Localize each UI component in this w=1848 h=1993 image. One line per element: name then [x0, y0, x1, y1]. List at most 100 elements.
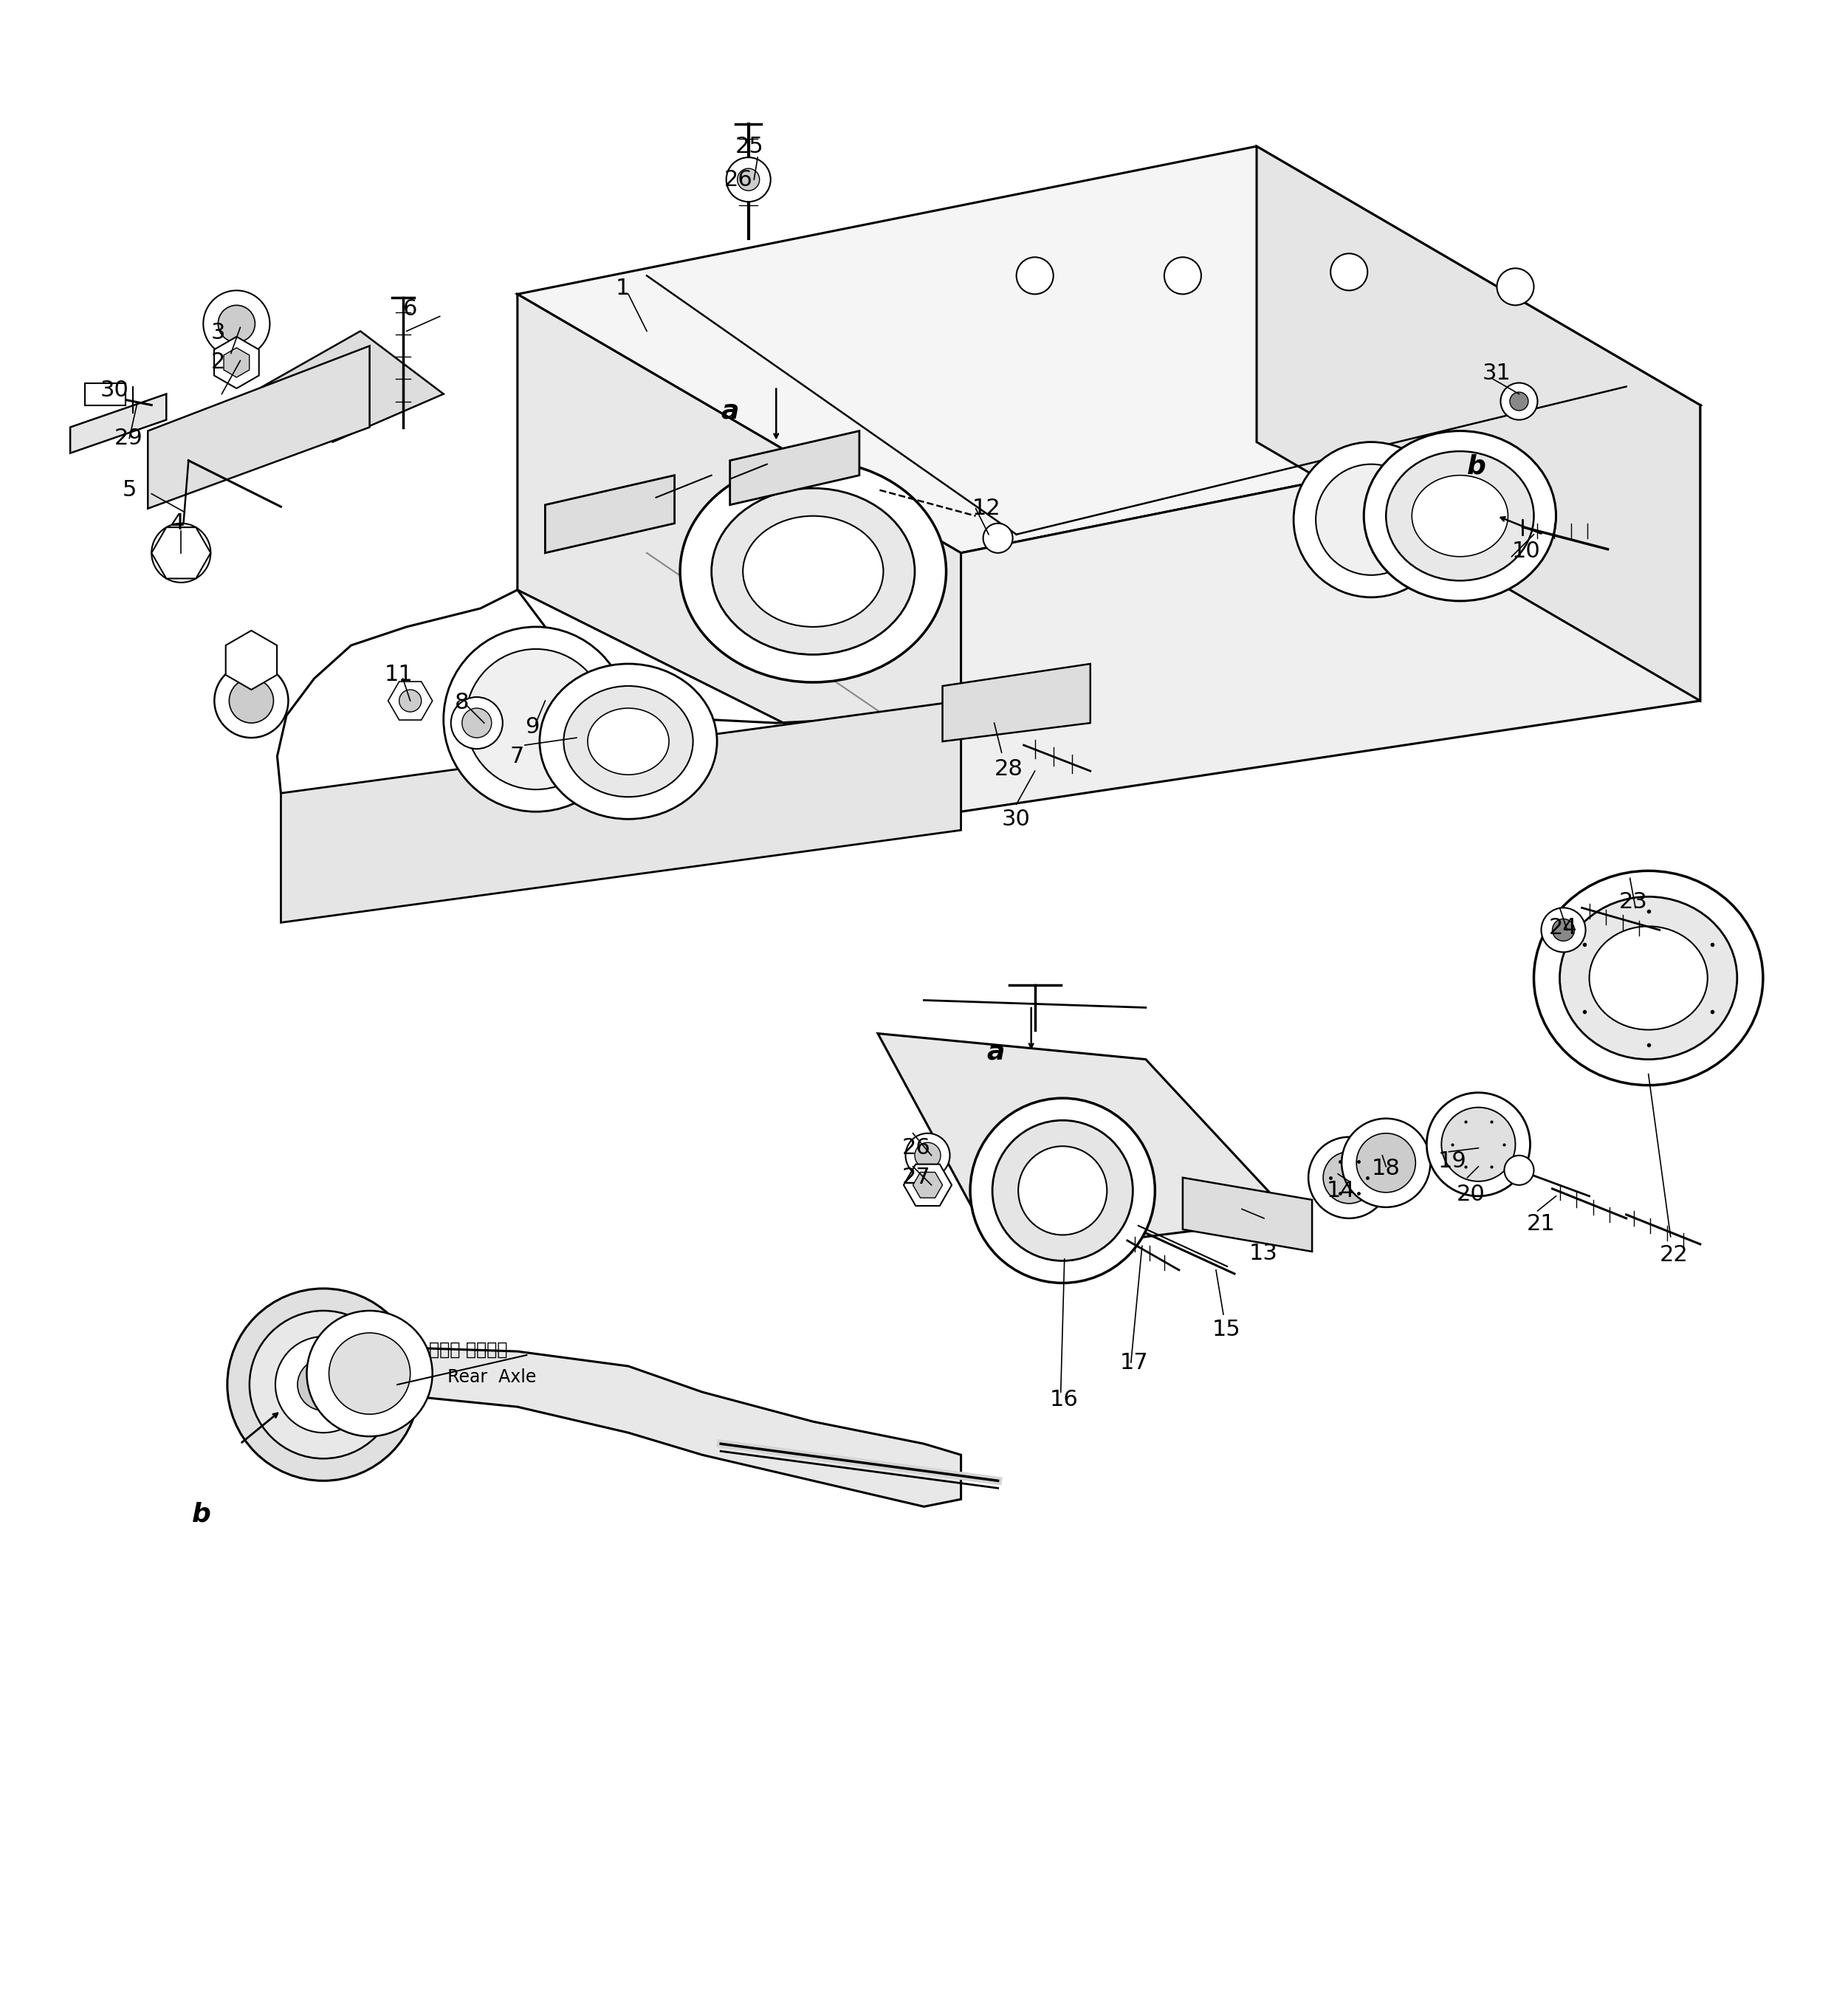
Text: 30: 30: [100, 379, 129, 401]
Circle shape: [1294, 442, 1449, 598]
Circle shape: [737, 169, 760, 191]
Polygon shape: [225, 630, 277, 690]
Polygon shape: [545, 474, 675, 552]
Text: 22: 22: [1660, 1244, 1687, 1266]
Text: 3: 3: [211, 323, 225, 343]
Text: b: b: [1467, 454, 1486, 478]
Text: 19: 19: [1438, 1150, 1465, 1172]
Polygon shape: [296, 1347, 961, 1507]
Circle shape: [1323, 1152, 1375, 1204]
Bar: [85, 383, 126, 405]
Polygon shape: [148, 347, 370, 508]
Circle shape: [1016, 257, 1053, 295]
Circle shape: [1497, 269, 1534, 305]
Circle shape: [992, 1120, 1133, 1262]
Circle shape: [298, 1359, 349, 1411]
Circle shape: [218, 305, 255, 343]
Polygon shape: [1257, 145, 1700, 702]
Circle shape: [203, 291, 270, 357]
Text: 26: 26: [902, 1138, 930, 1158]
Ellipse shape: [1386, 450, 1534, 580]
Text: 25: 25: [736, 136, 763, 157]
Text: 28: 28: [994, 759, 1024, 779]
Polygon shape: [878, 1034, 1294, 1256]
Circle shape: [1164, 257, 1201, 295]
Polygon shape: [913, 1172, 942, 1198]
Circle shape: [227, 1289, 419, 1481]
Polygon shape: [388, 682, 432, 719]
Text: a: a: [987, 1040, 1005, 1064]
Circle shape: [970, 1098, 1155, 1283]
Text: 6: 6: [403, 299, 418, 319]
Circle shape: [329, 1333, 410, 1415]
Text: 16: 16: [1050, 1389, 1077, 1411]
Text: 11: 11: [384, 664, 412, 686]
Circle shape: [462, 708, 492, 737]
Circle shape: [451, 698, 503, 749]
Circle shape: [915, 1142, 941, 1168]
Text: 12: 12: [972, 498, 1000, 520]
Text: 1: 1: [615, 277, 630, 299]
Text: リヤー アクスル: リヤー アクスル: [429, 1341, 506, 1359]
Polygon shape: [961, 405, 1700, 811]
Circle shape: [466, 650, 606, 789]
Circle shape: [1441, 1108, 1515, 1182]
Text: 27: 27: [902, 1168, 930, 1188]
Text: a: a: [721, 399, 739, 423]
Ellipse shape: [564, 686, 693, 797]
Circle shape: [444, 628, 628, 811]
Polygon shape: [517, 145, 1700, 552]
Polygon shape: [904, 1164, 952, 1206]
Ellipse shape: [540, 664, 717, 819]
Circle shape: [1541, 907, 1586, 953]
Circle shape: [983, 524, 1013, 552]
Text: Rear  Axle: Rear Axle: [447, 1369, 536, 1385]
Circle shape: [1331, 253, 1368, 291]
Text: 20: 20: [1456, 1184, 1484, 1206]
Polygon shape: [942, 664, 1090, 741]
Circle shape: [1018, 1146, 1107, 1236]
Text: 10: 10: [1512, 540, 1539, 562]
Circle shape: [1510, 393, 1528, 411]
Text: b: b: [192, 1501, 211, 1527]
Ellipse shape: [680, 460, 946, 682]
Polygon shape: [1183, 1178, 1312, 1252]
Text: 9: 9: [525, 715, 540, 737]
Text: 29: 29: [115, 428, 142, 448]
Circle shape: [152, 524, 211, 582]
Text: 14: 14: [1327, 1180, 1355, 1202]
Text: 2: 2: [211, 353, 225, 373]
Text: 23: 23: [1619, 891, 1648, 913]
Text: 7: 7: [510, 745, 525, 767]
Text: 21: 21: [1526, 1214, 1554, 1234]
Circle shape: [249, 1311, 397, 1459]
Circle shape: [214, 664, 288, 737]
Polygon shape: [249, 331, 444, 442]
Text: 8: 8: [455, 692, 469, 713]
Circle shape: [1356, 1134, 1416, 1192]
Circle shape: [1316, 464, 1427, 576]
Ellipse shape: [1560, 897, 1737, 1060]
Ellipse shape: [711, 488, 915, 654]
Polygon shape: [730, 430, 859, 504]
Ellipse shape: [588, 708, 669, 775]
Text: 31: 31: [1482, 363, 1512, 385]
Circle shape: [1501, 383, 1538, 421]
Circle shape: [1504, 1156, 1534, 1186]
Polygon shape: [152, 528, 211, 578]
Ellipse shape: [1412, 474, 1508, 556]
Circle shape: [1342, 1118, 1430, 1208]
Polygon shape: [70, 395, 166, 452]
Ellipse shape: [743, 516, 883, 628]
Text: 5: 5: [122, 480, 137, 500]
Polygon shape: [214, 337, 259, 389]
Circle shape: [275, 1337, 371, 1433]
Ellipse shape: [1534, 871, 1763, 1086]
Circle shape: [229, 678, 274, 723]
Text: 26: 26: [724, 169, 752, 189]
Text: 13: 13: [1249, 1244, 1279, 1264]
Circle shape: [906, 1134, 950, 1178]
Polygon shape: [517, 295, 961, 811]
Polygon shape: [224, 347, 249, 377]
Polygon shape: [281, 702, 961, 923]
